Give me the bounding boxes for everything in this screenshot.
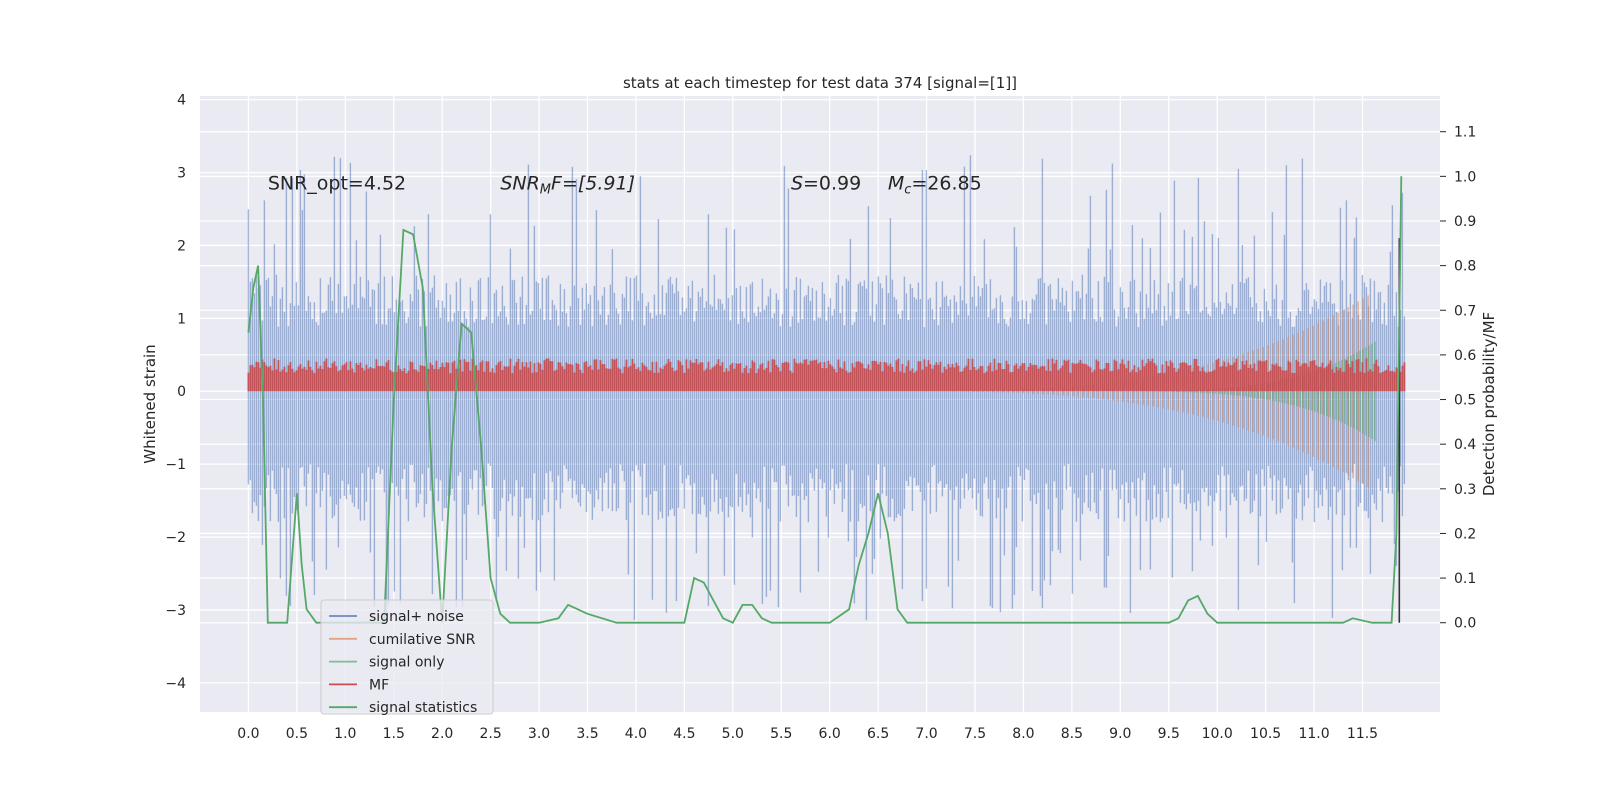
- series-signal-only: [1107, 341, 1376, 441]
- annotation-3: Mc=26.85: [888, 172, 982, 197]
- y2-tick-label: 0.3: [1454, 482, 1476, 498]
- y-tick-label: −2: [165, 530, 186, 546]
- y2-tick-label: 0.1: [1454, 571, 1476, 587]
- x-tick-label: 3.5: [576, 726, 598, 742]
- x-tick-label: 5.0: [722, 726, 744, 742]
- x-tick-label: 2.0: [431, 726, 453, 742]
- x-tick-label: 6.5: [867, 726, 889, 742]
- annotation-1: SNRMF=[5.91]: [500, 172, 635, 197]
- y2-tick-label: 0.4: [1454, 437, 1476, 453]
- y-tick-label: 2: [177, 238, 186, 254]
- tick-labels: 0.0 0.5 1.0 1.5 2.0 2.5 3.0 3.5 4.0 4.5 5.0 5.5 6.0 6…: [165, 93, 1476, 742]
- annotation-2: S=0.99: [791, 172, 861, 194]
- y2-tick-label: 0.2: [1454, 526, 1476, 542]
- legend-label: cumilative SNR: [369, 632, 476, 648]
- y2-tick-label: 0.5: [1454, 393, 1476, 409]
- x-tick-label: 0.5: [286, 726, 308, 742]
- x-tick-label: 4.5: [673, 726, 695, 742]
- x-tick-label: 1.0: [334, 726, 356, 742]
- y-tick-label: −3: [165, 603, 186, 619]
- y2-tick-label: 0.6: [1454, 348, 1476, 364]
- chart-title: stats at each timestep for test data 374…: [623, 74, 1017, 92]
- x-tick-label: 8.5: [1061, 726, 1083, 742]
- x-tick-label: 10.5: [1250, 726, 1281, 742]
- legend-label: MF: [369, 677, 389, 693]
- legend-label: signal statistics: [369, 700, 477, 716]
- y2-tick-label: 0.9: [1454, 214, 1476, 230]
- annotation-0: SNR_opt=4.52: [268, 172, 406, 194]
- y2-tick-label: 0.8: [1454, 259, 1476, 275]
- x-tick-label: 6.0: [819, 726, 841, 742]
- y-axis-label: Whitened strain: [141, 344, 159, 463]
- x-tick-label: 3.0: [528, 726, 550, 742]
- x-tick-label: 10.0: [1202, 726, 1233, 742]
- x-tick-label: 5.5: [770, 726, 792, 742]
- y-tick-label: 0: [177, 384, 186, 400]
- x-tick-label: 9.0: [1109, 726, 1131, 742]
- x-tick-label: 11.5: [1347, 726, 1378, 742]
- y2-tick-label: 0.7: [1454, 303, 1476, 319]
- annotations: SNR_opt=4.52 SNRMF=[5.91] S=0.99 Mc=26.85: [268, 172, 982, 197]
- x-tick-label: 7.5: [964, 726, 986, 742]
- x-tick-label: 1.5: [383, 726, 405, 742]
- y-tick-label: 1: [177, 311, 186, 327]
- x-tick-label: 7.0: [915, 726, 937, 742]
- x-tick-label: 11.0: [1298, 726, 1329, 742]
- legend-label: signal+ noise: [369, 609, 464, 625]
- y-tick-label: 3: [177, 166, 186, 182]
- legend: signal+ noise cumilative SNR signal only MF…: [320, 599, 494, 716]
- x-tick-label: 4.0: [625, 726, 647, 742]
- x-tick-label: 8.0: [1012, 726, 1034, 742]
- legend-label: signal only: [369, 655, 444, 671]
- y2-tick-label: 0.0: [1454, 616, 1476, 632]
- legend-box: [320, 599, 494, 715]
- y-tick-label: −1: [165, 457, 186, 473]
- x-tick-label: 2.5: [479, 726, 501, 742]
- y2-tick-label: 1.0: [1454, 169, 1476, 185]
- x-tick-label: 0.0: [237, 726, 259, 742]
- y2-tick-label: 1.1: [1454, 125, 1476, 141]
- x-tick-label: 9.5: [1158, 726, 1180, 742]
- y-tick-label: −4: [165, 676, 186, 692]
- y2-axis-label: Detection probability/MF: [1480, 312, 1498, 496]
- y-tick-label: 4: [177, 93, 186, 109]
- series-mf: [247, 358, 1406, 392]
